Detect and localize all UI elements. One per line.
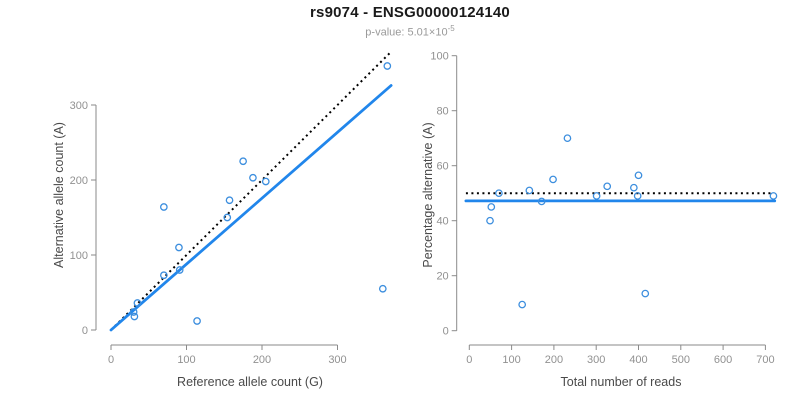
- data-point: [223, 213, 232, 222]
- data-point: [549, 175, 557, 184]
- data-point: [518, 300, 527, 309]
- data-point: [129, 308, 138, 316]
- data-point: [486, 216, 494, 225]
- data-point: [175, 243, 183, 252]
- y-tick-label: 80: [436, 106, 448, 118]
- data-point: [383, 62, 392, 70]
- data-point: [633, 192, 642, 200]
- x-tick-label: 600: [714, 354, 732, 366]
- y-axis-title: Percentage alternative (A): [421, 122, 435, 267]
- data-point: [249, 173, 257, 182]
- data-point: [239, 157, 247, 166]
- x-axis-title: Total number of reads: [561, 375, 682, 389]
- data-point: [378, 284, 387, 293]
- y-tick-label: 60: [436, 161, 448, 173]
- x-tick-label: 0: [466, 354, 472, 366]
- data-point: [225, 196, 234, 205]
- data-point: [769, 192, 778, 200]
- x-tick-label: 700: [756, 354, 774, 366]
- right-scatter-plot: 0 100 200 300 400 500 600 700 0 20 40 60 80 100 Total …: [421, 51, 778, 389]
- data-point: [603, 182, 612, 191]
- y-tick-label: 0: [82, 325, 88, 337]
- data-point: [537, 197, 546, 206]
- p-value-subtitle: p-value: 5.01×10-5: [20, 24, 800, 39]
- data-point: [525, 186, 534, 195]
- x-tick-label: 0: [108, 354, 114, 366]
- x-tick-label: 100: [177, 354, 195, 366]
- fit-line: [109, 84, 393, 332]
- x-tick-label: 200: [545, 354, 563, 366]
- data-point: [487, 203, 496, 211]
- data-point: [160, 271, 168, 280]
- y-tick-label: 100: [70, 250, 88, 262]
- x-tick-label: 400: [629, 354, 647, 366]
- data-point: [641, 289, 650, 298]
- y-axis-title: Alternative allele count (A): [52, 122, 66, 268]
- y-tick-label: 200: [70, 175, 88, 187]
- x-tick-label: 300: [587, 354, 605, 366]
- y-tick-label: 100: [430, 51, 448, 63]
- y-tick-label: 300: [70, 100, 88, 112]
- x-tick-label: 500: [672, 354, 690, 366]
- identity-reference-line: [110, 51, 392, 331]
- data-point: [563, 134, 572, 143]
- data-point: [261, 177, 270, 186]
- data-point: [629, 183, 638, 192]
- x-axis-title: Reference allele count (G): [177, 375, 323, 389]
- figure-header: rs9074 - ENSG00000124140 p-value: 5.01×1…: [20, 4, 800, 39]
- y-tick-label: 0: [443, 326, 449, 338]
- figure-title: rs9074 - ENSG00000124140: [310, 4, 510, 21]
- p-value-exponent: -5: [447, 24, 455, 33]
- x-tick-label: 200: [253, 354, 271, 366]
- data-point: [592, 192, 601, 200]
- data-point: [634, 171, 643, 180]
- y-tick-label: 20: [436, 271, 448, 283]
- data-point: [160, 203, 168, 211]
- data-point: [175, 266, 184, 274]
- left-scatter-plot: 0 100 200 300 0 100 200 300 Reference allele cou…: [52, 51, 393, 389]
- data-point: [193, 317, 201, 325]
- data-point: [133, 299, 142, 307]
- x-tick-label: 300: [328, 354, 346, 366]
- x-tick-label: 100: [502, 354, 520, 366]
- p-value-text: p-value: 5.01×10: [365, 26, 448, 39]
- data-point: [130, 312, 139, 321]
- y-tick-label: 40: [436, 216, 448, 228]
- data-point: [495, 189, 503, 198]
